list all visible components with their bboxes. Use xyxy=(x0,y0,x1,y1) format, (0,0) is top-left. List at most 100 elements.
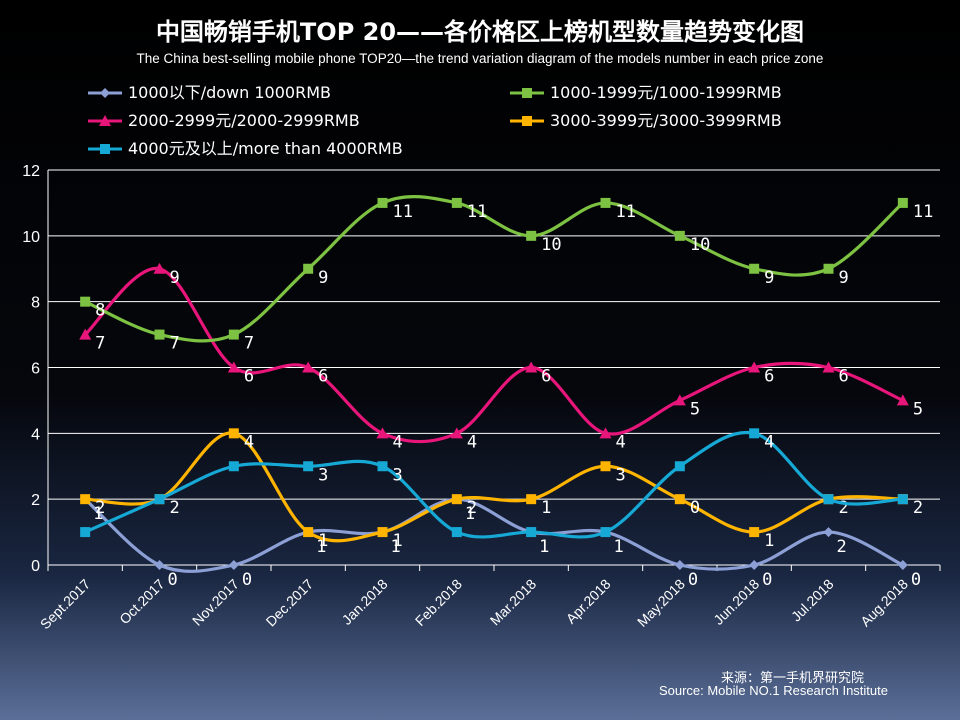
data-point xyxy=(600,527,611,538)
data-label: 2 xyxy=(95,498,105,518)
data-label: 0 xyxy=(688,570,698,590)
data-label: 4 xyxy=(244,432,254,452)
data-point xyxy=(526,527,537,538)
series-2: 7 9 6 6 4 4 6 4 5 6 6 5 xyxy=(79,262,923,452)
chart-subtitle: The China best-selling mobile phone TOP2… xyxy=(137,51,824,66)
data-label: 1 xyxy=(614,537,624,557)
y-tick-label: 10 xyxy=(22,229,40,246)
data-point xyxy=(674,230,685,241)
data-point xyxy=(749,527,760,538)
data-label: 0 xyxy=(168,570,178,590)
data-label: 1 xyxy=(316,537,326,557)
data-label: 4 xyxy=(467,432,477,452)
legend-marker xyxy=(100,144,110,154)
legend-label: 3000-3999元/3000-3999RMB xyxy=(550,111,782,130)
series-0: 10 01 111 10 020 xyxy=(80,494,921,590)
data-label: 0 xyxy=(242,570,252,590)
data-point xyxy=(303,263,314,274)
data-label: 3 xyxy=(393,465,403,485)
data-point xyxy=(228,329,239,340)
data-point xyxy=(227,361,240,373)
data-label: 9 xyxy=(839,268,849,288)
series-line xyxy=(85,431,903,543)
source-cn: 来源：第一手机界研究院 xyxy=(720,670,864,685)
data-label: 1 xyxy=(541,498,551,518)
data-point xyxy=(749,263,760,274)
data-label: 11 xyxy=(467,202,487,222)
series-4: 3 3 4 xyxy=(80,428,908,539)
y-tick-label: 2 xyxy=(31,492,40,509)
legend: 1000以下/down 1000RMB 1000-1999元/1000-1999R… xyxy=(88,83,782,158)
data-label: 2 xyxy=(839,498,849,518)
data-label: 10 xyxy=(541,235,561,255)
x-tick-label: Mar.2018 xyxy=(487,576,540,629)
data-label: 6 xyxy=(244,367,254,387)
y-tick-label: 8 xyxy=(31,295,40,312)
data-label: 7 xyxy=(170,334,180,354)
data-point xyxy=(377,527,388,538)
data-point xyxy=(674,560,685,570)
data-point xyxy=(154,329,165,340)
data-label: 6 xyxy=(764,367,774,387)
data-label: 11 xyxy=(913,202,933,222)
data-point xyxy=(228,560,239,570)
x-tick-label: Jun.2018 xyxy=(710,576,762,628)
y-tick-label: 12 xyxy=(22,163,40,180)
legend-label: 1000-1999元/1000-1999RMB xyxy=(550,83,782,102)
legend-marker xyxy=(99,115,111,126)
x-tick-label: Aug.2018 xyxy=(857,576,911,630)
data-point xyxy=(748,361,761,373)
data-label: 1 xyxy=(764,531,774,551)
data-point xyxy=(525,361,538,373)
data-label: 1 xyxy=(393,531,403,551)
series-1: 8 7 7 9 11 11 10 11 10 9 9 11 xyxy=(80,194,933,354)
data-point xyxy=(897,560,908,570)
x-tick-label: Nov.2017 xyxy=(189,576,242,629)
data-point xyxy=(303,527,314,538)
data-label: 1 xyxy=(539,537,549,557)
source-en: Source: Mobile NO.1 Research Institute xyxy=(658,683,888,698)
data-point xyxy=(153,262,166,274)
data-label: 11 xyxy=(393,202,413,222)
legend-marker xyxy=(100,88,110,98)
data-point xyxy=(749,560,760,570)
data-label: 1 xyxy=(93,504,103,524)
data-label: 1 xyxy=(318,531,328,551)
data-label: 9 xyxy=(318,268,328,288)
data-label: 5 xyxy=(913,399,923,419)
y-tick-label: 0 xyxy=(31,558,40,575)
data-point xyxy=(823,527,834,538)
data-point xyxy=(673,394,686,406)
data-point xyxy=(79,328,92,340)
legend-label: 4000元及以上/more than 4000RMB xyxy=(128,139,403,158)
data-point xyxy=(154,560,165,570)
data-point xyxy=(526,494,537,505)
data-point xyxy=(451,527,462,538)
data-label: 8 xyxy=(95,301,105,321)
data-point xyxy=(303,461,314,472)
data-point xyxy=(450,427,463,439)
x-tick-label: Apr.2018 xyxy=(563,576,614,627)
data-label: 0 xyxy=(911,570,921,590)
data-point xyxy=(823,494,834,505)
x-tick-label: Feb.2018 xyxy=(412,576,465,629)
y-tick-label: 4 xyxy=(31,426,40,443)
data-point xyxy=(154,494,165,505)
x-tick-label: Oct.2017 xyxy=(116,576,168,628)
x-tick-label: Jan.2018 xyxy=(339,576,391,628)
data-label: 7 xyxy=(95,334,105,354)
data-point xyxy=(674,461,685,472)
data-label: 9 xyxy=(764,268,774,288)
data-point xyxy=(451,494,462,505)
data-point xyxy=(377,197,388,208)
legend-label: 2000-2999元/2000-2999RMB xyxy=(128,111,360,130)
data-point xyxy=(377,461,388,472)
data-point xyxy=(302,361,315,373)
data-label: 2 xyxy=(913,498,923,518)
data-label: 9 xyxy=(170,268,180,288)
data-label: 6 xyxy=(541,367,551,387)
data-label: 1 xyxy=(391,537,401,557)
data-label: 2 xyxy=(837,537,847,557)
